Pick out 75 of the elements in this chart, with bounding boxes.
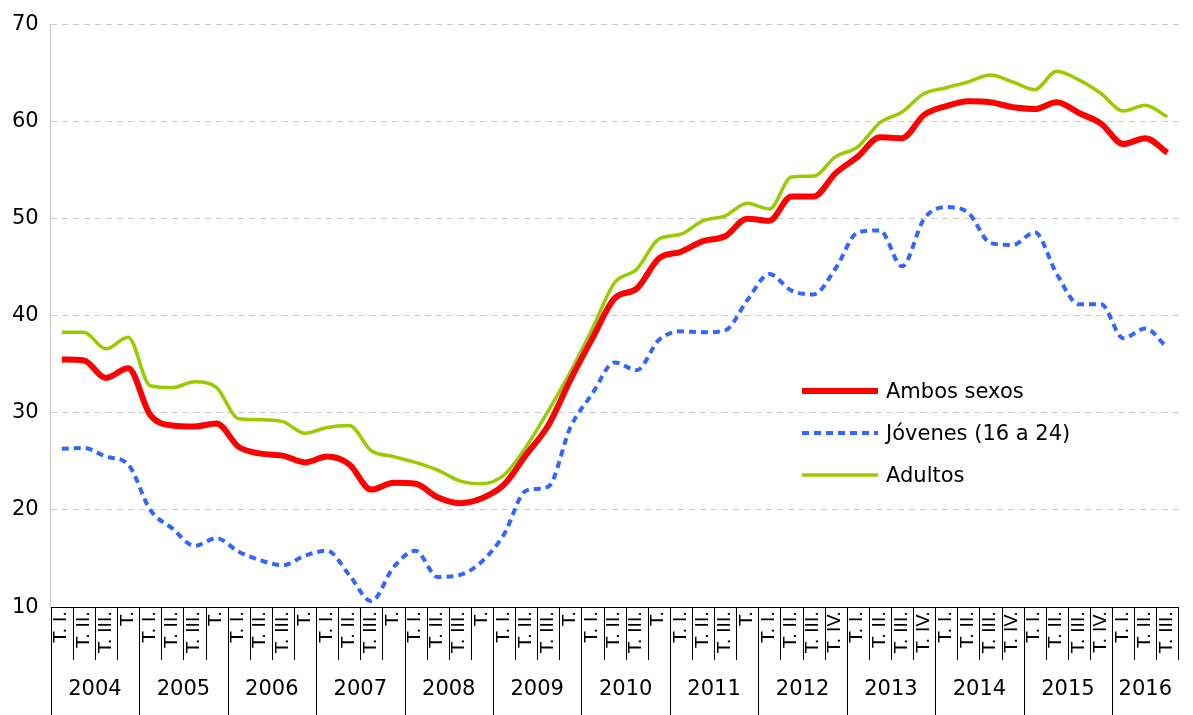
x-tick-label: T. IV. (1088, 611, 1110, 654)
x-tick-label: T. III. (1066, 611, 1088, 654)
x-tick-label: T. III. (270, 611, 292, 654)
y-tick-label: 30 (11, 399, 39, 424)
x-tick-label: T. I. (403, 611, 425, 644)
x-tick-label: T. II. (425, 611, 447, 649)
legend-label: Ambos sexos (886, 379, 1024, 403)
x-tick-label: T. IV. (1000, 611, 1022, 654)
x-tick-label: T. II. (956, 611, 978, 649)
x-tick-label: T. IV. (823, 611, 845, 654)
x-tick-label: T. II. (513, 611, 535, 649)
text: 2011 (687, 676, 741, 701)
text: 2010 (598, 676, 653, 701)
x-tick-label: T. I. (757, 611, 779, 644)
x-tick-label: T. II. (1132, 611, 1154, 649)
text: 2008 (422, 676, 476, 701)
x-tick-label: T. I. (49, 611, 71, 644)
x-tick-label: T. I. (933, 611, 955, 644)
x-tick-label: T. II. (602, 611, 624, 649)
x-tick-label: T. I. (580, 611, 602, 644)
text: 2009 (510, 676, 564, 701)
y-tick-label: 50 (11, 205, 39, 230)
x-tick-label: T. I. (1022, 611, 1044, 644)
legend-label: Jóvenes (16 a 24) (886, 421, 1071, 445)
x-tick-label: T. III. (1155, 611, 1177, 654)
x-tick-label: T. (646, 611, 668, 627)
x-tick-label: T. III. (359, 611, 381, 654)
x-tick-label: T. I. (137, 611, 159, 644)
text: 2015 (1041, 676, 1095, 701)
x-tick-label: T. III. (447, 611, 469, 654)
x-tick-label: T. III. (93, 611, 115, 654)
x-tick-label: T. II. (867, 611, 889, 649)
x-tick-label: T. III. (889, 611, 911, 654)
x-tick-label: T. III. (535, 611, 557, 654)
x-tick-label: T. (204, 611, 226, 627)
x-tick-label: T. I. (491, 611, 513, 644)
x-tick-label: T. (469, 611, 491, 627)
x-tick-label: T. II. (71, 611, 93, 649)
x-tick-label: T. II. (248, 611, 270, 649)
y-tick-label: 40 (11, 302, 39, 327)
x-tick-label: T. II. (779, 611, 801, 649)
x-tick-label: T. I. (668, 611, 690, 644)
x-tick-label: T. I. (226, 611, 248, 644)
x-tick-label: T. I. (1110, 611, 1132, 644)
x-tick-label: T. (381, 611, 403, 627)
x-tick-label: T. (292, 611, 314, 627)
x-tick-label: T. I. (845, 611, 867, 644)
x-tick-label: T. (734, 611, 756, 627)
x-tick-label: T. II. (1044, 611, 1066, 649)
text: 2013 (864, 676, 918, 701)
x-tick-label: T. (558, 611, 580, 627)
x-tick-label: T. II. (690, 611, 712, 649)
x-tick-label: T. II. (160, 611, 182, 649)
text: 2016 (1118, 676, 1172, 701)
x-tick-label: T. I. (314, 611, 336, 644)
y-tick-label: 70 (11, 11, 39, 36)
x-tick-label: T. (115, 611, 137, 627)
line-series (59, 205, 1170, 604)
x-tick-label: T. III. (182, 611, 204, 654)
legend-label: Adultos (886, 463, 965, 487)
x-tick-label: T. III. (801, 611, 823, 654)
text: 2014 (952, 676, 1007, 701)
y-tick-label: 20 (11, 496, 39, 521)
text: 2012 (775, 676, 830, 701)
y-tick-label: 10 (11, 593, 39, 618)
text: 2004 (68, 676, 122, 701)
y-tick-label: 60 (11, 108, 39, 133)
text: 2005 (156, 676, 211, 701)
x-tick-label: T. IV. (911, 611, 933, 654)
x-tick-label: T. III. (624, 611, 646, 654)
x-tick-label: T. II. (336, 611, 358, 649)
x-tick-label: T. III. (712, 611, 734, 654)
text: 2006 (245, 676, 299, 701)
x-tick-label: T. III. (978, 611, 1000, 654)
text: 2007 (333, 676, 388, 701)
